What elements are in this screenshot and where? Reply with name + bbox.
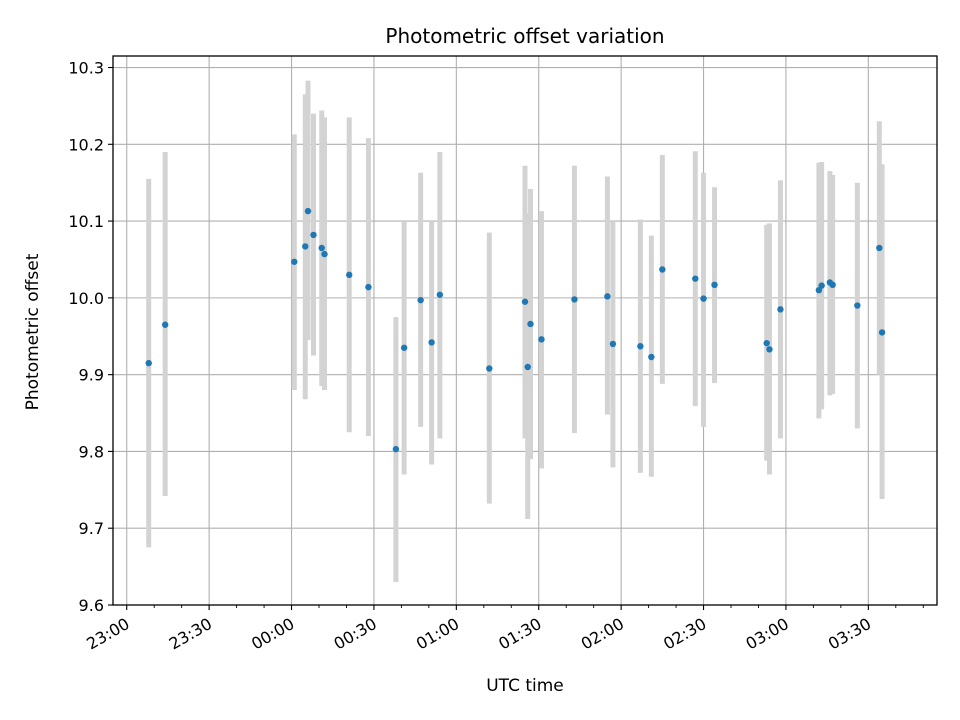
y-tick-label: 10.3 (68, 59, 104, 78)
data-point (365, 283, 372, 291)
data-point (486, 365, 493, 372)
data-point (392, 445, 400, 453)
data-point (161, 321, 169, 328)
x-axis-label: UTC time (486, 676, 564, 696)
data-point (310, 231, 317, 239)
data-point (321, 250, 328, 258)
data-point (777, 306, 784, 313)
data-point (400, 344, 408, 351)
data-point (692, 275, 699, 282)
y-tick-label: 10.1 (68, 212, 104, 231)
data-point (346, 271, 353, 279)
data-point (436, 291, 444, 298)
data-point (763, 339, 770, 347)
data-point (829, 281, 836, 289)
data-point (521, 298, 529, 305)
data-point (854, 302, 861, 309)
chart-title: Photometric offset variation (385, 24, 664, 48)
y-tick-label: 10.0 (68, 289, 104, 308)
y-axis-label: Photometric offset (23, 253, 43, 410)
data-point (604, 293, 611, 300)
data-point (711, 281, 718, 289)
data-point (524, 363, 531, 371)
data-point (571, 296, 578, 303)
y-tick-label: 9.8 (79, 442, 104, 461)
data-point (527, 320, 534, 328)
data-point (145, 359, 152, 367)
data-point (648, 353, 655, 361)
data-point (302, 243, 309, 250)
plot-frame (112, 55, 938, 606)
data-point (417, 296, 424, 304)
data-point (700, 295, 707, 302)
data-point (637, 343, 644, 350)
data-point (659, 266, 666, 273)
data-point (538, 336, 545, 343)
y-tick-label: 9.7 (79, 519, 104, 538)
data-point (609, 340, 617, 348)
data-point (318, 244, 325, 252)
data-point (428, 339, 435, 346)
data-point (878, 329, 886, 336)
data-point (815, 286, 823, 294)
y-tick-label: 9.6 (79, 596, 104, 615)
data-point (766, 346, 773, 353)
data-point (818, 282, 825, 289)
y-tick-label: 10.2 (68, 135, 104, 154)
data-point (876, 244, 883, 252)
data-point (291, 258, 298, 265)
y-axis-ticks: 9.6 9.7 9.8 9.9 10.0 10.1 10.2 10.3 (68, 59, 113, 615)
data-point (304, 207, 312, 215)
y-tick-label: 9.9 (79, 366, 104, 385)
data-points (145, 207, 886, 453)
